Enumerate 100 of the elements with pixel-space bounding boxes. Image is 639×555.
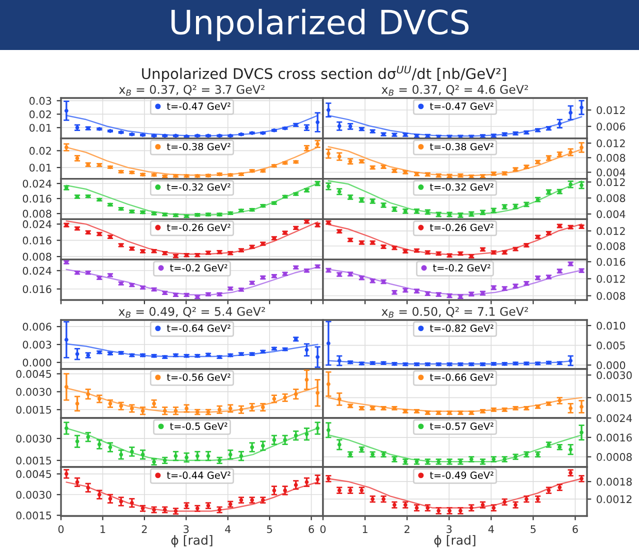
y-tick-label: 0.024 (22, 180, 52, 188)
y-tick-label: 0.006 (596, 122, 626, 130)
point (316, 390, 320, 395)
x-tick-label: 4 (488, 525, 494, 533)
x-tick-label: 0 (320, 525, 326, 534)
point (304, 348, 309, 352)
point (568, 110, 573, 115)
y-tick-label: 0.003 (22, 340, 52, 349)
point (283, 488, 287, 492)
y-tick-label: 0.000 (22, 358, 52, 367)
legend-label: t=-0.38 GeV² (430, 142, 494, 150)
point (75, 402, 80, 406)
point (272, 488, 276, 492)
y-tick-label: 0.01 (29, 124, 52, 132)
legend-label: t=-0.64 GeV² (166, 324, 230, 332)
legend-label: t=-0.57 GeV² (430, 422, 494, 430)
x-tick-label: 3 (446, 525, 452, 534)
point (580, 106, 584, 110)
x-axis-title: ϕ [rad] (434, 535, 476, 548)
x-axis-title: ϕ [rad] (171, 535, 212, 548)
legend-label: t=-0.56 GeV² (166, 374, 230, 381)
y-tick-label: 0.0030 (596, 371, 632, 380)
y-tick-label: 0.012 (596, 227, 625, 236)
legend-label: t=-0.47 GeV² (166, 102, 230, 110)
point (337, 397, 342, 402)
line-series (66, 220, 318, 255)
y-tick-label: 0.0015 (16, 456, 52, 465)
y-tick-label: 0.0045 (16, 370, 52, 378)
y-tick-label: 0.012 (596, 139, 625, 148)
point (568, 448, 573, 452)
y-tick-label: 0.016 (596, 258, 626, 266)
y-tick-label: 0.006 (22, 322, 52, 331)
y-tick-label: 0.024 (22, 220, 52, 228)
legend-label: t=-0.82 GeV² (430, 324, 494, 332)
y-tick-label: 0.0030 (16, 490, 52, 499)
point (304, 378, 309, 382)
point (326, 382, 330, 386)
point (97, 442, 102, 446)
chart-title: x$_{B}$ = 0.37, Q² = 3.7 GeV² (119, 84, 264, 96)
point (64, 426, 68, 430)
point (239, 454, 244, 458)
line-series (66, 114, 318, 136)
point (326, 152, 330, 156)
legend-label: t=-0.44 GeV² (166, 472, 230, 479)
y-tick-label: 0.010 (596, 322, 626, 330)
legend-label: t=-0.66 GeV² (430, 374, 494, 381)
point (130, 450, 134, 454)
x-tick-label: 2 (404, 525, 410, 533)
x-tick-label: 5 (530, 525, 536, 534)
point (316, 120, 320, 124)
line-series (66, 386, 318, 413)
legend-label: t=-0.32 GeV² (430, 183, 494, 191)
chart-title: x$_{B}$ = 0.49, Q² = 5.4 GeV² (118, 306, 265, 318)
legend-label: t=-0.49 GeV² (430, 472, 494, 479)
y-tick-label: 0.012 (596, 178, 625, 186)
point (337, 442, 342, 447)
point (294, 483, 298, 487)
y-tick-label: 0.016 (22, 194, 52, 203)
y-tick-label: 0.0018 (596, 478, 632, 486)
chart-title: x$_{B}$ = 0.37, Q² = 4.6 GeV² (382, 84, 528, 96)
y-tick-label: 0.008 (596, 154, 626, 162)
chart-title: x$_{B}$ = 0.50, Q² = 7.1 GeV² (382, 306, 528, 318)
y-tick-label: 0.004 (596, 210, 626, 218)
point (119, 452, 124, 457)
point (316, 477, 320, 482)
y-tick-label: 0.0045 (16, 470, 52, 478)
point (86, 435, 90, 439)
legend-label: t=-0.2 GeV² (433, 264, 490, 272)
line-series (328, 114, 582, 137)
legend-label: t=-0.47 GeV² (430, 102, 494, 110)
y-tick-label: 0.008 (22, 252, 52, 261)
y-tick-label: 0.03 (29, 96, 52, 105)
y-tick-label: 0.008 (596, 242, 626, 250)
point (326, 428, 330, 432)
y-tick-label: 0.0015 (16, 406, 52, 414)
point (326, 108, 330, 112)
x-tick-label: 6 (308, 525, 314, 534)
point (64, 338, 68, 342)
y-tick-label: 0.0015 (16, 512, 52, 520)
y-tick-label: 0.0016 (596, 434, 632, 442)
point (64, 108, 68, 113)
y-tick-label: 0.012 (596, 106, 625, 114)
text: Unpolarized DVCS cross section dσ$^{UU}$/dt [nb/GeV²] (142, 66, 506, 82)
point (316, 355, 320, 359)
y-tick-label: 0.0030 (16, 388, 52, 396)
y-tick-label: 0.012 (596, 274, 625, 283)
point (130, 500, 134, 505)
y-tick-label: 0.02 (29, 110, 51, 118)
point (304, 432, 309, 436)
point (337, 358, 342, 363)
point (260, 444, 265, 448)
legend-label: t=-0.26 GeV² (430, 224, 494, 232)
y-tick-label: 0.0030 (16, 434, 52, 443)
y-tick-label: 0.0008 (596, 453, 632, 461)
point (64, 472, 68, 476)
y-tick-label: 0.004 (596, 168, 626, 176)
point (108, 445, 112, 450)
y-tick-label: 0.008 (596, 292, 626, 300)
y-tick-label: 0.0015 (596, 394, 632, 402)
point (97, 492, 102, 497)
